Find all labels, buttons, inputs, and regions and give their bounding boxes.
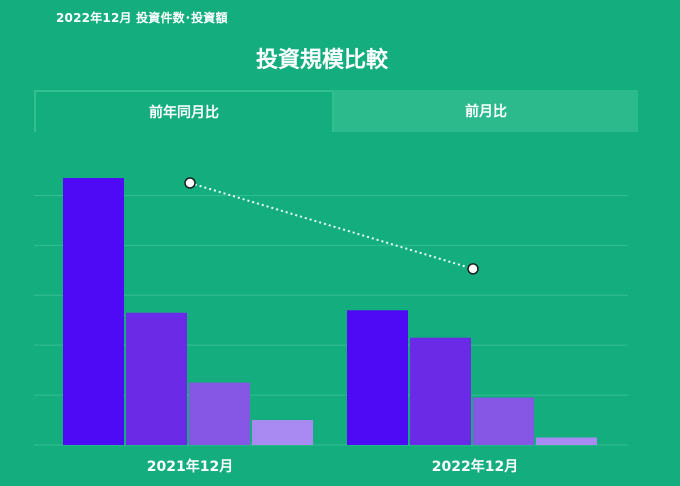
tab-year-over-year[interactable]: 前年同月比 (34, 90, 334, 132)
trend-point (184, 177, 196, 189)
bar (410, 337, 471, 445)
trend-point (467, 263, 479, 275)
bar (126, 312, 187, 445)
page-header: 2022年12月 投資件数･投資額 (56, 11, 228, 25)
tab-bar: 前年同月比 前月比 (34, 90, 638, 132)
trend-line-path (189, 182, 474, 270)
bar (536, 437, 597, 445)
chart-title: 投資規模比較 (255, 48, 388, 73)
bar (473, 397, 534, 445)
x-tick-label: 2021年12月 (147, 458, 233, 475)
bar (189, 382, 250, 445)
x-tick-label: 2022年12月 (432, 458, 518, 475)
bar (347, 310, 408, 445)
bars (63, 178, 597, 445)
trend-line (184, 177, 479, 275)
x-axis-labels: 2021年12月 2022年12月 (147, 458, 518, 475)
bar (63, 178, 124, 445)
tab-month-over-month[interactable]: 前月比 (334, 90, 638, 132)
bar (252, 420, 313, 445)
